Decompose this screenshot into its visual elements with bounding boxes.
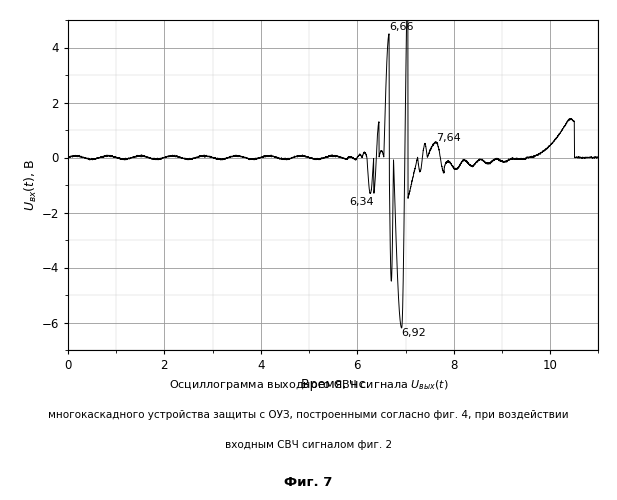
Text: 7,64: 7,64 (436, 133, 461, 143)
Y-axis label: $U_{вх}(t)$, В: $U_{вх}(t)$, В (23, 159, 39, 211)
Text: 6,66: 6,66 (389, 22, 413, 32)
Text: 6,92: 6,92 (402, 328, 426, 338)
Text: входным СВЧ сигналом фиг. 2: входным СВЧ сигналом фиг. 2 (225, 440, 392, 450)
Text: Осциллограмма выходного СВЧ сигнала $U_{вых}(t)$: Осциллограмма выходного СВЧ сигнала $U_{… (169, 378, 448, 392)
X-axis label: Время, нс: Время, нс (301, 378, 365, 390)
Text: 6,34: 6,34 (349, 198, 374, 207)
Text: многокаскадного устройства защиты с ОУЗ, построенными согласно фиг. 4, при возде: многокаскадного устройства защиты с ОУЗ,… (48, 410, 569, 420)
Text: Фиг. 7: Фиг. 7 (284, 476, 333, 489)
